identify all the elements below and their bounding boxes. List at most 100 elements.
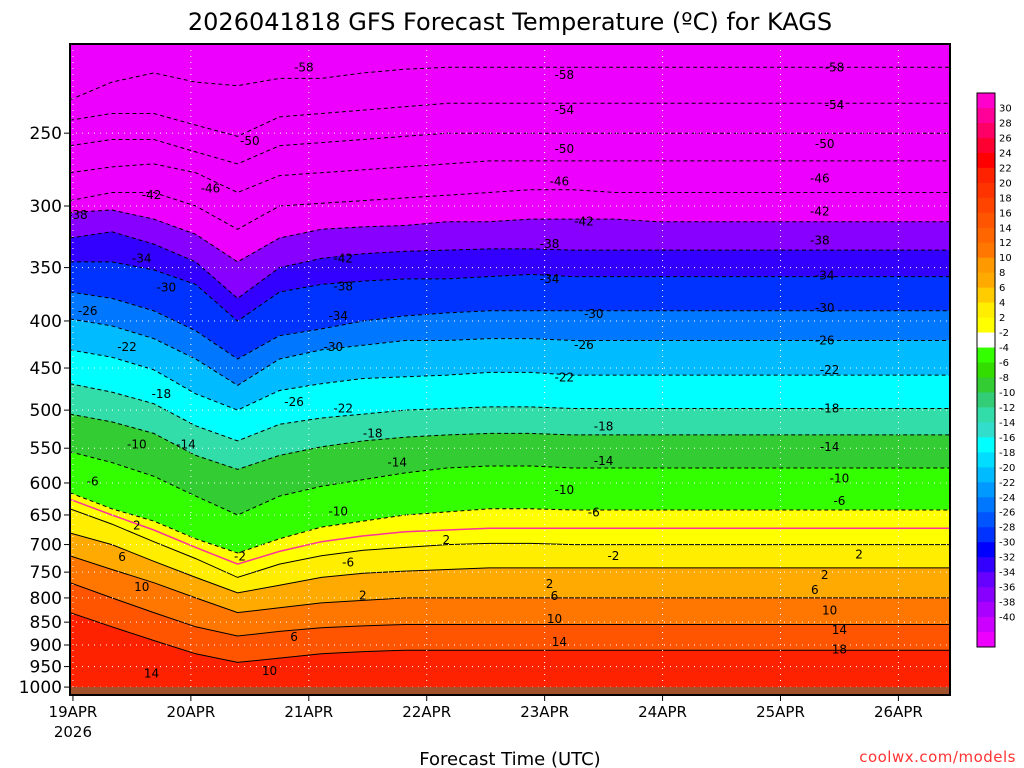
colorbar-label: 18 — [999, 193, 1012, 204]
x-tick-sublabel: 2026 — [54, 723, 92, 741]
colorbar-swatch — [977, 572, 995, 588]
contour-label: -22 — [333, 402, 353, 416]
contour-line — [70, 451, 950, 516]
x-tick-label: 23APR — [520, 703, 569, 721]
y-tick-label: 850 — [30, 613, 62, 633]
colorbar-label: -34 — [999, 568, 1015, 579]
x-tick-label: 20APR — [166, 703, 215, 721]
contour-line — [70, 413, 950, 470]
y-tick-label: 700 — [30, 536, 62, 556]
contour-label: 6 — [290, 630, 298, 644]
colorbar-swatch — [977, 287, 995, 304]
x-tick-label: 22APR — [402, 703, 451, 721]
contour-label: -14 — [387, 455, 407, 469]
colorbar-label: -10 — [999, 388, 1015, 399]
colorbar-label: -14 — [999, 418, 1015, 429]
contour-label: 2 — [821, 568, 829, 582]
y-tick-label: 600 — [30, 474, 62, 494]
contour-label: -54 — [554, 103, 574, 117]
colorbar-swatch — [977, 392, 995, 408]
colorbar-frame — [976, 92, 996, 648]
colorbar-swatch — [977, 362, 995, 378]
contour-label: -18 — [594, 420, 614, 434]
contour-label: -10 — [554, 483, 574, 497]
contour-label: -42 — [810, 204, 830, 218]
contour-label: 6 — [811, 583, 819, 597]
colorbar-label: -40 — [999, 613, 1015, 624]
colorbar-swatch — [977, 377, 995, 393]
contour-label: -34 — [132, 251, 152, 265]
contour-label: -58 — [554, 68, 574, 82]
contour-line — [70, 383, 950, 442]
contour-label: 10 — [262, 664, 277, 678]
contour-label: -26 — [78, 304, 98, 318]
colorbar-label: -4 — [999, 343, 1009, 354]
y-tick-label: 250 — [30, 124, 62, 144]
credit-text: coolwx.com/models — [859, 748, 1016, 766]
colorbar-label: -12 — [999, 403, 1015, 414]
contour-line — [70, 261, 950, 322]
contour-label: 6 — [551, 589, 559, 603]
contour-label: -38 — [810, 233, 830, 247]
contour-label: -30 — [815, 301, 835, 315]
contour-label: -18 — [820, 402, 840, 416]
contour-label: -42 — [142, 188, 162, 202]
colorbar-swatch — [977, 137, 995, 154]
ground-surface — [70, 687, 950, 695]
contour-line — [70, 231, 950, 300]
x-tick-label: 24APR — [638, 703, 687, 721]
contour-label: -42 — [574, 215, 594, 229]
contour-label: -22 — [820, 363, 840, 377]
colorbar-swatch — [977, 197, 995, 214]
contour-label: 10 — [822, 604, 837, 618]
contour-line — [70, 582, 950, 637]
contour-label: 2 — [443, 533, 451, 547]
colorbar-label: 28 — [999, 118, 1012, 129]
contour-line — [70, 102, 950, 137]
contour-label: 6 — [118, 550, 126, 564]
chart-title: 2026041818 GFS Forecast Temperature (ºC)… — [188, 8, 832, 36]
colorbar-label: -36 — [999, 583, 1015, 594]
colorbar-label: -16 — [999, 433, 1015, 444]
contour-label: -58 — [825, 60, 845, 74]
contour-label: -34 — [815, 269, 835, 283]
contour-label: -30 — [324, 340, 344, 354]
colorbar-label: -18 — [999, 448, 1015, 459]
colorbar-swatch — [977, 422, 995, 438]
colorbar-swatch — [977, 542, 995, 558]
plot-area: -58-58-58-54 -54-50-50 -50-46-46 -46-42-42-… — [70, 44, 950, 695]
x-axis-label: Forecast Time (UTC) — [419, 749, 600, 768]
contour-label: 18 — [832, 642, 847, 656]
colorbar-label: -8 — [999, 373, 1009, 384]
contour-label: -38 — [333, 280, 353, 294]
y-tick-label: 1000 — [19, 678, 62, 698]
colorbar-swatch — [977, 242, 995, 259]
colorbar-label: 16 — [999, 208, 1012, 219]
contour-label: -22 — [117, 340, 137, 354]
colorbar-swatch — [977, 107, 995, 124]
y-tick-label: 650 — [30, 506, 62, 526]
contour-line — [70, 492, 950, 554]
colorbar-label: 4 — [999, 298, 1005, 309]
colorbar-label: -20 — [999, 463, 1015, 474]
contour-label: -34 — [540, 272, 560, 286]
contour-label: -50 — [815, 137, 835, 151]
colorbar-swatch — [977, 302, 995, 318]
y-tick-label: 450 — [30, 359, 62, 379]
contour-label: 14 — [552, 635, 567, 649]
colorbar-swatch — [977, 467, 995, 483]
y-tick-label: 350 — [30, 259, 62, 279]
contour-label: -6 — [342, 555, 354, 569]
contour-label: -6 — [833, 494, 845, 508]
plot-frame — [69, 43, 951, 696]
contour-label: -18 — [152, 387, 172, 401]
contour-label: -10 — [830, 471, 850, 485]
freezing-contour — [70, 498, 950, 565]
colorbar-swatch — [977, 617, 995, 633]
contour-line — [70, 612, 950, 663]
colorbar-swatch — [977, 332, 995, 348]
colorbar-label: 26 — [999, 133, 1012, 144]
contour-label: -22 — [554, 371, 574, 385]
colorbar-label: -30 — [999, 538, 1015, 549]
y-tick-label: 550 — [30, 439, 62, 459]
